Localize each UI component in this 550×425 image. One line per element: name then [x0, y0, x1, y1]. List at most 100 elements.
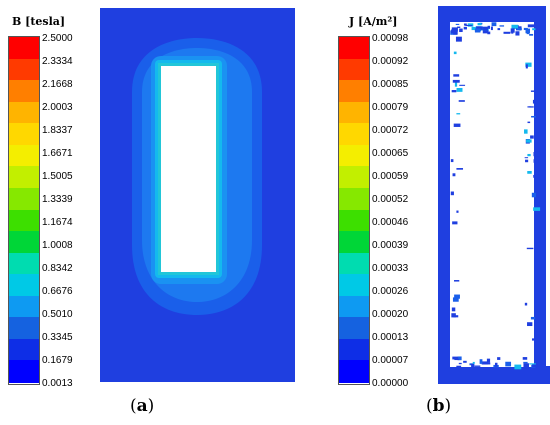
- current-speck: [524, 302, 528, 306]
- current-speck: [529, 363, 536, 365]
- current-speck: [510, 28, 515, 33]
- current-speck: [455, 36, 462, 42]
- b-field-legend-swatch: [9, 187, 39, 210]
- current-speck: [487, 31, 491, 35]
- b-field-legend-swatch: [9, 274, 39, 297]
- current-density-legend-tick-label: 0.00098: [372, 33, 409, 44]
- current-speck: [532, 28, 536, 31]
- current-density-legend-swatch: [339, 123, 369, 146]
- current-speck: [532, 99, 536, 104]
- current-speck: [526, 139, 532, 143]
- b-field-legend-swatch: [9, 58, 39, 81]
- current-speck: [530, 90, 537, 92]
- current-speck: [452, 356, 459, 360]
- current-speck: [457, 26, 461, 29]
- current-speck: [482, 30, 489, 34]
- current-speck: [525, 28, 531, 34]
- current-speck: [455, 23, 460, 25]
- current-density-legend-tick-label: 0.00033: [372, 263, 409, 274]
- current-speck: [458, 362, 462, 365]
- current-speck: [459, 84, 466, 86]
- caption-b: (b): [426, 396, 451, 416]
- b-field-legend-swatch: [9, 231, 39, 254]
- current-density-legend-tick-label: 0.00000: [372, 378, 409, 389]
- current-speck: [454, 294, 460, 299]
- current-speck: [523, 363, 529, 369]
- current-density-legend-tick-label: 0.00020: [372, 309, 409, 320]
- current-speck: [531, 115, 537, 118]
- caption-a-open: (: [130, 396, 137, 416]
- caption-a: (a): [130, 396, 154, 416]
- current-speck: [451, 307, 456, 312]
- legend-title-b-field: B [tesla]: [12, 15, 66, 28]
- current-density-legend-swatch: [339, 187, 369, 210]
- current-speck: [480, 26, 488, 31]
- caption-b-open: (: [426, 396, 433, 416]
- current-speck: [499, 25, 505, 27]
- current-speck: [471, 26, 477, 31]
- current-speck: [456, 88, 463, 92]
- current-speck: [452, 221, 458, 225]
- b-field-legend-tick-label: 0.8342: [42, 263, 73, 274]
- current-speck: [530, 316, 535, 320]
- current-speck: [524, 129, 528, 134]
- current-speck: [451, 313, 456, 318]
- current-density-legend-tick-label: 0.00039: [372, 240, 409, 251]
- current-density-legend-tick-label: 0.00079: [372, 102, 409, 113]
- b-field-legend-tick-label: 2.1668: [42, 79, 73, 90]
- current-speck: [456, 210, 459, 213]
- b-field-legend-tick-label: 0.3345: [42, 332, 73, 343]
- current-speck: [533, 174, 540, 178]
- b-field-legend-tick-label: 0.5010: [42, 309, 73, 320]
- current-density-legend-tick-label: 0.00065: [372, 148, 409, 159]
- current-density-legend-swatch: [339, 166, 369, 189]
- current-speck: [452, 173, 456, 177]
- current-speck: [450, 159, 454, 163]
- current-density-legend-swatch: [339, 295, 369, 318]
- current-speck: [472, 361, 475, 364]
- current-density-legend-swatch: [339, 231, 369, 254]
- current-density-legend-swatch: [339, 144, 369, 167]
- current-density-legend-swatch: [339, 209, 369, 232]
- current-density-legend-tick-label: 0.00085: [372, 79, 409, 90]
- conductor-hole-b: [161, 66, 216, 272]
- b-field-legend-swatch: [9, 37, 39, 60]
- current-speck: [457, 356, 462, 361]
- current-density-legend-swatch: [339, 252, 369, 275]
- current-density-legend-swatch: [339, 360, 369, 383]
- current-speck: [456, 113, 461, 115]
- current-speck: [491, 22, 497, 27]
- current-density-legend-swatch: [339, 317, 369, 340]
- current-speck: [505, 361, 512, 367]
- b-field-legend-tick-label: 1.0008: [42, 240, 73, 251]
- current-speck: [459, 28, 463, 33]
- b-field-legend-tick-label: 2.3334: [42, 56, 73, 67]
- current-speck: [474, 28, 481, 33]
- current-speck: [514, 364, 522, 370]
- frame-bottom: [438, 366, 550, 384]
- current-density-legend-tick-label: 0.00007: [372, 355, 409, 366]
- caption-a-letter: a: [136, 396, 148, 416]
- current-speck: [527, 121, 531, 124]
- current-speck: [527, 171, 532, 174]
- b-field-legend-tick-label: 2.5000: [42, 33, 73, 44]
- current-speck: [487, 25, 491, 29]
- current-speck: [494, 362, 498, 367]
- caption-b-letter: b: [432, 396, 445, 416]
- current-density-legend-tick-label: 0.00046: [372, 217, 409, 228]
- caption-b-close: ): [444, 396, 452, 416]
- b-field-legend-swatch: [9, 295, 39, 318]
- legend-title-current-density: J [A/m²]: [349, 15, 398, 28]
- current-speck: [453, 51, 457, 55]
- current-density-legend-swatch: [339, 80, 369, 103]
- current-speck: [476, 26, 483, 30]
- b-field-legend-swatch: [9, 80, 39, 103]
- b-field-legend-tick-label: 1.6671: [42, 148, 73, 159]
- b-field-legend-swatch: [9, 209, 39, 232]
- current-density-frame: [438, 6, 550, 384]
- current-speck: [523, 361, 528, 364]
- current-speck: [526, 247, 534, 250]
- current-speck: [518, 28, 521, 31]
- current-speck: [529, 33, 534, 36]
